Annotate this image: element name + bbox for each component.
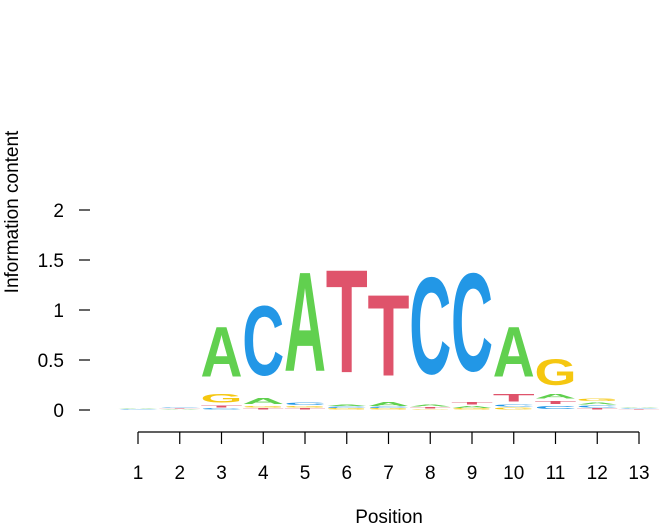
x-tick-label: 9 [467,463,478,484]
logo-letter-C: C [284,402,326,406]
logo-letter-T: T [576,408,618,410]
logo-letter-T: T [409,407,451,409]
logo-letter-T: T [159,408,201,409]
logo-letter-G: G [368,409,410,411]
logo-letter-A: A [535,393,577,400]
logo-letter-C: C [368,407,410,408]
x-axis-label: Position [355,507,423,527]
logo-letter-A: A [159,409,201,410]
logo-letters: CAATCCTGATGACTGCAGCATGCATGTACGATCGCTACTA… [117,240,660,410]
logo-letter-T: T [493,392,535,404]
logo-letter-G: G [576,398,618,402]
y-tick-label: 0.5 [38,351,64,372]
logo-letter-C: C [576,405,618,408]
x-tick-label: 12 [587,463,608,484]
y-axis: 0 0.5 1 1.5 2 [38,201,90,422]
logo-letter-A: A [368,401,410,407]
logo-letter-A: A [201,312,243,392]
x-tick-label: 3 [216,463,227,484]
logo-letter-C: C [201,408,243,410]
logo-letter-T: T [451,402,493,406]
logo-letter-G: G [493,407,535,410]
logo-letter-T: T [242,408,284,410]
logo-letter-G: G [201,392,243,405]
logo-letter-A: A [618,407,660,408]
x-tick-label: 4 [258,463,269,484]
logo-letter-A: A [284,243,326,401]
x-tick-label: 13 [628,463,649,484]
logo-letter-T: T [284,408,326,410]
logo-letter-A: A [493,312,535,392]
logo-letter-C: C [242,286,284,397]
x-axis: 1 2 3 4 5 6 7 8 9 10 11 12 13 [133,431,650,484]
logo-letter-C: C [618,408,660,409]
logo-letter-G: G [242,406,284,408]
logo-letter-C: C [451,244,493,401]
logo-letter-T: T [368,272,410,401]
logo-letter-T: T [201,405,243,408]
logo-letter-T: T [535,400,577,405]
logo-letter-A: A [576,402,618,405]
x-tick-label: 1 [133,463,144,484]
x-tick-label: 11 [546,463,566,484]
logo-letter-T: T [326,240,368,404]
y-tick-label: 1.5 [38,251,64,272]
logo-letter-T: T [618,409,660,410]
y-tick-label: 1 [53,301,64,322]
logo-letter-G: G [451,409,493,411]
x-tick-label: 10 [503,463,524,484]
y-axis-label: Information content [2,130,23,293]
logo-letter-C: C [535,405,577,410]
y-tick-label: 2 [53,201,64,222]
logo-letter-G: G [326,409,368,411]
x-tick-label: 7 [383,463,394,484]
logo-letter-A: A [242,397,284,406]
logo-letter-G: G [409,409,451,410]
x-tick-label: 6 [341,463,352,484]
logo-letter-C: C [326,407,368,409]
logo-letter-C: C [493,404,535,407]
logo-letter-A: A [409,404,451,407]
logo-letter-G: G [535,351,577,393]
logo-letter-C: C [117,409,159,410]
x-tick-label: 2 [174,463,185,484]
x-tick-label: 8 [425,463,436,484]
logo-letter-C: C [409,250,451,404]
logo-letter-A: A [451,406,493,409]
logo-letter-A: A [117,408,159,409]
logo-letter-C: C [159,407,201,408]
x-tick-label: 5 [300,463,311,484]
logo-letter-G: G [284,406,326,408]
logo-letter-A: A [326,405,368,407]
y-tick-label: 0 [53,401,64,422]
